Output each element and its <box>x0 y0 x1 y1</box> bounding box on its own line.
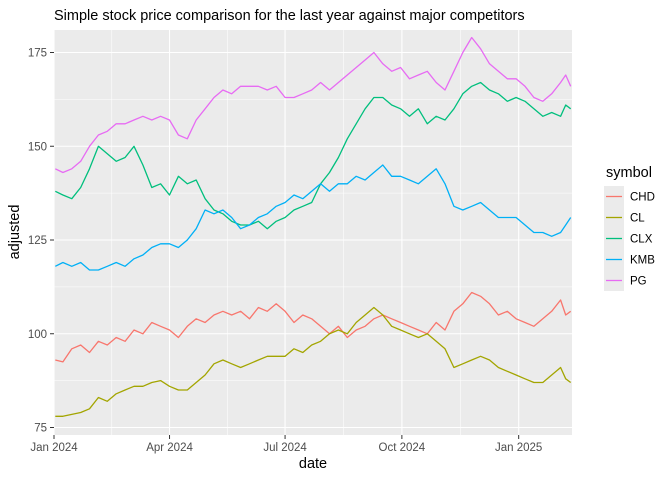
x-tick-label: Jan 2024 <box>30 442 78 454</box>
x-axis-title: date <box>299 456 327 472</box>
plot-panel <box>54 30 572 435</box>
legend-label-pg: PG <box>630 276 647 288</box>
legend-title: symbol <box>606 165 652 181</box>
x-tick-label: Jan 2025 <box>495 442 542 454</box>
legend-label-kmb: KMB <box>630 255 655 267</box>
series-line-chd <box>55 291 572 363</box>
legend: symbol CHD CL CLX KMB PG <box>604 165 655 291</box>
y-tick-label: 150 <box>28 141 47 153</box>
x-tick-label: Jul 2024 <box>263 442 307 454</box>
series-line-kmb <box>55 164 572 271</box>
grid-minor <box>54 30 572 435</box>
series-line-pg <box>55 36 572 174</box>
y-tick-label: 175 <box>28 48 47 60</box>
y-tick-label: 100 <box>28 329 47 341</box>
legend-label-chd: CHD <box>630 192 655 204</box>
x-axis: Jan 2024 Apr 2024 Jul 2024 Oct 2024 Jan 2025 <box>30 435 542 454</box>
y-tick-label: 125 <box>28 235 47 247</box>
grid-major <box>53 30 572 435</box>
x-tick-label: Oct 2024 <box>379 442 426 454</box>
legend-label-clx: CLX <box>630 234 653 246</box>
x-tick-label: Apr 2024 <box>146 442 193 454</box>
y-axis-title: adjusted <box>7 205 23 260</box>
legend-items: CHD CL CLX KMB PG <box>604 186 655 291</box>
legend-label-cl: CL <box>630 213 645 225</box>
chart-title: Simple stock price comparison for the la… <box>54 8 525 24</box>
series-line-clx <box>55 81 572 230</box>
series-line-cl <box>55 306 572 417</box>
y-axis: 75 100 125 150 175 <box>28 48 54 435</box>
y-tick-label: 75 <box>34 423 47 435</box>
series-lines <box>55 36 572 417</box>
